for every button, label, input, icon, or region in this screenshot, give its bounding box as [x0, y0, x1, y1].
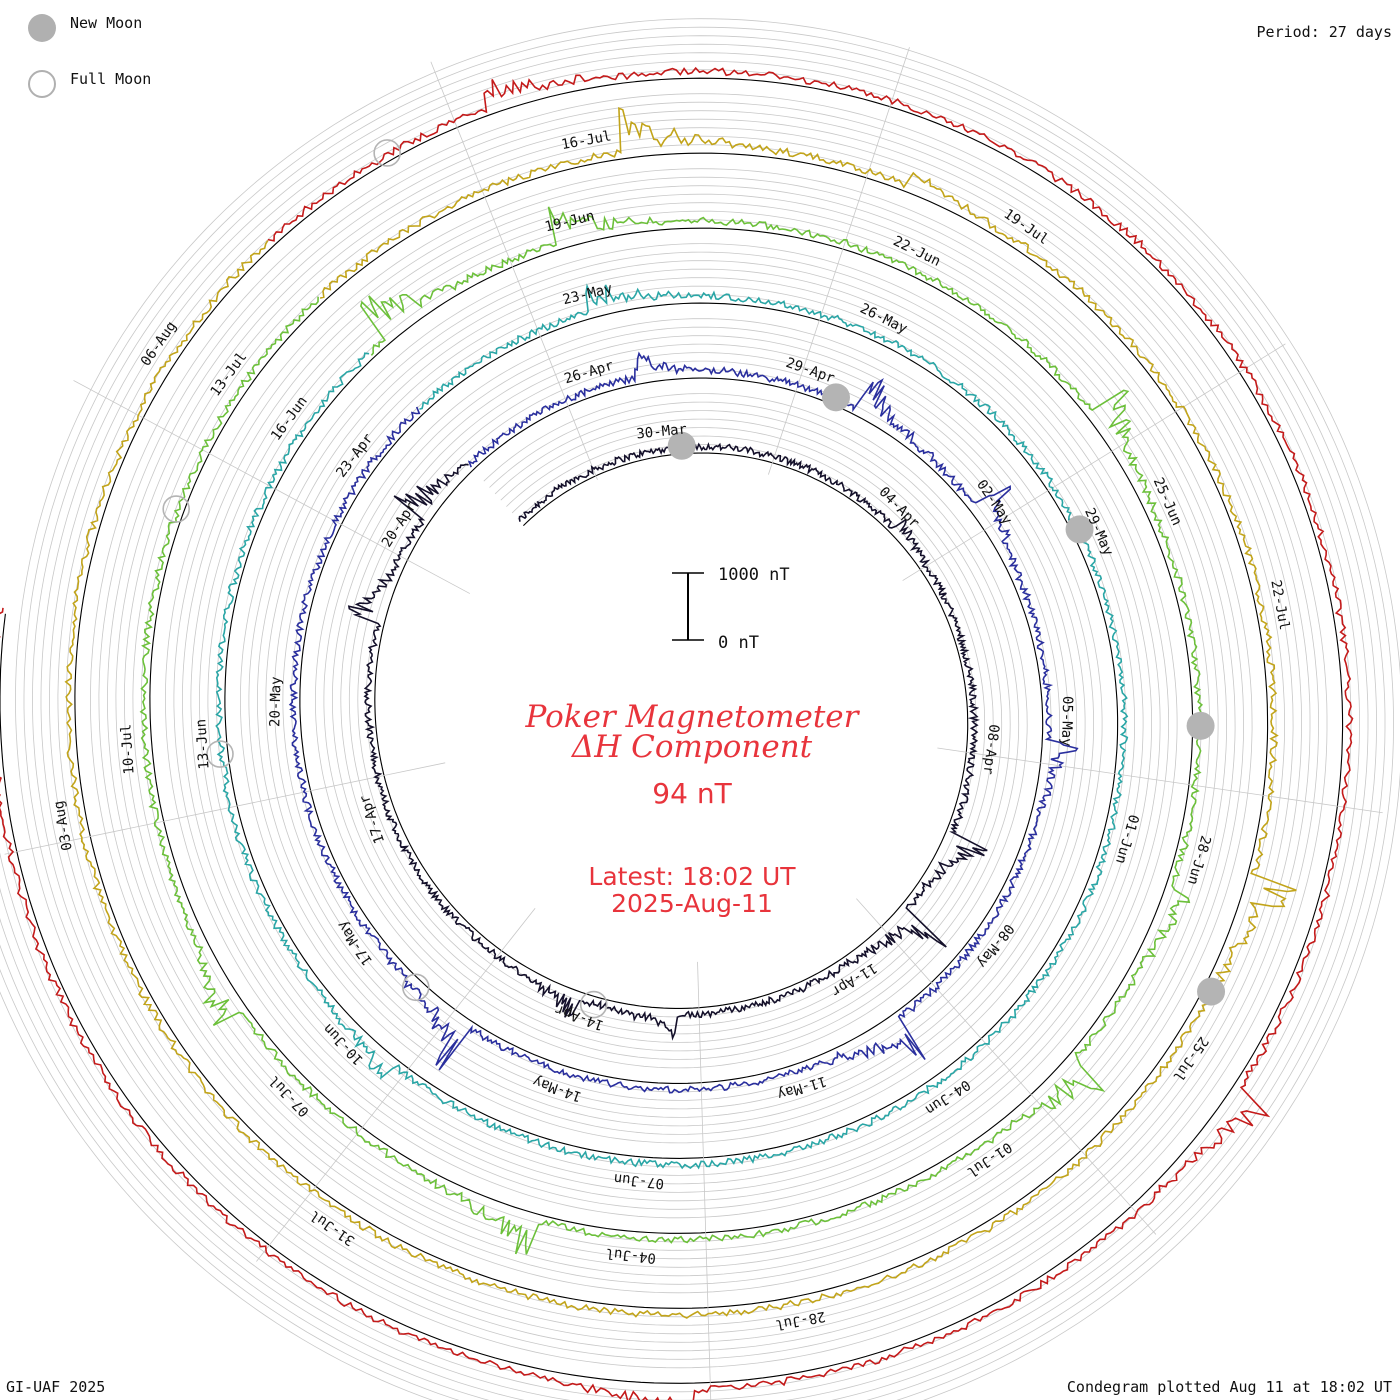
- scale-top-label: 1000 nT: [718, 565, 790, 585]
- moons-layer: [162, 139, 1226, 1019]
- trace-1: [347, 441, 988, 1041]
- date-label: 08-May: [973, 921, 1016, 971]
- chart-title: Poker Magnetometer: [525, 699, 861, 735]
- date-label: 07-Jul: [266, 1072, 313, 1120]
- period-label: Period: 27 days: [1256, 23, 1392, 41]
- radial-tick: [902, 343, 1286, 581]
- trace-3: [215, 283, 1129, 1170]
- date-label: 02-May: [973, 477, 1015, 528]
- current-value: 94 nT: [652, 777, 732, 810]
- trace-6: [0, 66, 1354, 1400]
- grid-spiral: [0, 26, 1394, 1400]
- grid-spiral: [0, 18, 1400, 1400]
- date-label: 20-Apr: [379, 499, 420, 550]
- grid-layer: [0, 18, 1400, 1400]
- grid-spiral: [0, 43, 1377, 1400]
- new-moon-legend-icon: [28, 14, 56, 42]
- date-label: 23-Apr: [333, 431, 376, 481]
- full-moon-marker: [206, 740, 234, 768]
- grid-spiral: [0, 35, 1386, 1400]
- grid-spiral: [0, 69, 1352, 1393]
- date-label: 01-Jul: [964, 1139, 1015, 1180]
- trace-2: [288, 351, 1079, 1094]
- radial-tick: [856, 898, 1157, 1235]
- date-label: 04-Jul: [605, 1245, 657, 1266]
- chart-subtitle: ΔH Component: [571, 729, 813, 765]
- new-moon-marker: [1197, 977, 1226, 1006]
- date-label: 07-Jun: [613, 1170, 665, 1191]
- full-moon-marker: [373, 139, 401, 167]
- date-label: 17-May: [334, 918, 376, 969]
- radial-tick: [256, 908, 536, 1262]
- latest-date: 2025-Aug-11: [611, 889, 773, 918]
- new-moon-marker: [1065, 515, 1094, 544]
- date-label: 04-Jun: [922, 1076, 973, 1117]
- date-label: 14-May: [531, 1073, 584, 1105]
- radial-tick: [430, 61, 598, 480]
- full-moon-legend-label: Full Moon: [70, 70, 152, 88]
- date-label: 28-Jul: [774, 1308, 827, 1333]
- new-moon-marker: [667, 431, 696, 460]
- grid-spiral: [0, 52, 1369, 1400]
- date-label: 05-May: [1058, 696, 1075, 747]
- full-moon-marker: [401, 973, 430, 1002]
- trace-5: [64, 106, 1297, 1319]
- date-label: 08-Apr: [980, 723, 1002, 775]
- radial-tick: [4, 762, 446, 855]
- new-moon-legend-label: New Moon: [70, 14, 143, 32]
- traces-layer: [0, 66, 1354, 1400]
- full-moon-marker: [579, 990, 608, 1019]
- new-moon-marker: [1186, 711, 1215, 740]
- scale-bottom-label: 0 nT: [718, 633, 759, 653]
- date-label: 16-Jul: [560, 128, 613, 153]
- new-moon-marker: [821, 383, 850, 412]
- trace-4: [139, 206, 1203, 1255]
- date-label: 20-May: [267, 676, 284, 727]
- full-moon-marker: [162, 495, 190, 523]
- scale-bar: 1000 nT 0 nT: [672, 565, 790, 653]
- baseline-spiral: [0, 77, 1344, 1384]
- footer-credit: GI-UAF 2025: [6, 1378, 106, 1396]
- date-label: 22-Jul: [1267, 579, 1292, 632]
- date-label: 30-Mar: [636, 421, 688, 442]
- radial-tick: [768, 47, 910, 475]
- footer-plot-time: Condegram plotted Aug 11 at 18:02 UT: [1066, 1378, 1392, 1396]
- radial-tick: [937, 747, 1383, 814]
- date-label: 10-Jul: [118, 723, 137, 775]
- date-label: 13-Jun: [193, 718, 212, 770]
- latest-time: Latest: 18:02 UT: [588, 862, 796, 891]
- radial-tick: [697, 961, 712, 1400]
- full-moon-legend-icon: [28, 70, 56, 98]
